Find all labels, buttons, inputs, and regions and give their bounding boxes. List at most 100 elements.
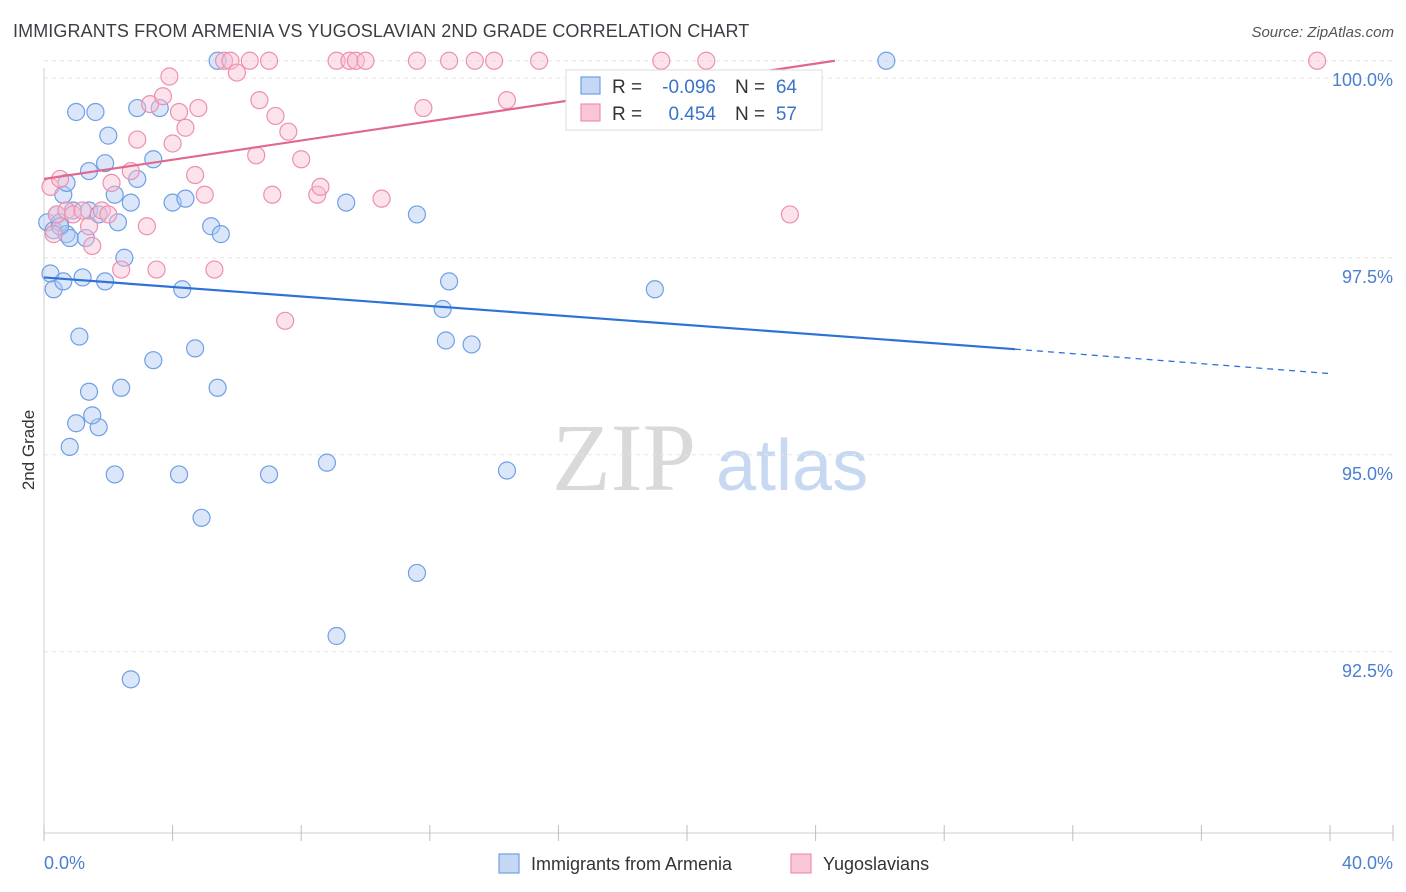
point-armenia (54, 272, 73, 291)
point-armenia (79, 382, 99, 401)
point-yugoslavians (439, 51, 459, 70)
point-yugoslavians (259, 51, 279, 70)
trend-line-armenia (43, 276, 1016, 351)
point-yugoslavians (102, 173, 121, 192)
point-armenia (105, 465, 124, 484)
point-armenia (208, 51, 227, 70)
point-armenia (337, 193, 356, 212)
point-yugoslavians (485, 51, 504, 70)
source-credit: Source: ZipAtlas.com (1251, 24, 1394, 41)
stats-n-label-pink: N = (735, 104, 765, 125)
point-yugoslavians (163, 134, 182, 153)
point-yugoslavians (340, 51, 359, 70)
point-armenia (105, 185, 124, 204)
point-armenia (439, 272, 459, 291)
point-yugoslavians (327, 51, 346, 70)
point-yugoslavians (292, 150, 311, 169)
stats-r-label-blue: R = (612, 77, 642, 98)
point-armenia (115, 248, 134, 267)
point-yugoslavians (279, 122, 298, 141)
legend-label-armenia: Immigrants from Armenia (531, 854, 733, 874)
legend: Immigrants from Armenia Yugoslavians (498, 853, 929, 874)
y-tick-label: 95.0% (1342, 464, 1393, 484)
point-yugoslavians (652, 51, 671, 70)
point-yugoslavians (137, 217, 156, 236)
stats-n-label-blue: N = (735, 77, 765, 98)
point-yugoslavians (530, 51, 549, 70)
point-yugoslavians (79, 217, 99, 236)
y-tick-label: 100.0% (1332, 70, 1393, 90)
point-yugoslavians (189, 98, 208, 118)
stats-swatch-blue (580, 76, 601, 95)
stats-box: R = -0.096 N = 64 R = 0.454 N = 57 (565, 69, 823, 131)
point-yugoslavians (47, 205, 66, 224)
point-armenia (407, 563, 427, 583)
trend-line-armenia-extension (1014, 348, 1331, 375)
point-armenia (121, 670, 140, 689)
point-armenia (86, 102, 105, 122)
point-armenia (186, 339, 205, 358)
x-tick-label-max: 40.0% (1342, 853, 1393, 873)
point-yugoslavians (128, 130, 147, 149)
x-tick-label-min: 0.0% (44, 853, 85, 873)
data-points (38, 51, 1327, 689)
point-yugoslavians (147, 260, 166, 279)
point-yugoslavians (169, 102, 189, 122)
point-armenia (150, 98, 169, 118)
chart-title: IMMIGRANTS FROM ARMENIA VS YUGOSLAVIAN 2… (13, 21, 750, 41)
point-armenia (60, 437, 79, 456)
point-armenia (407, 205, 427, 224)
point-armenia (99, 126, 118, 145)
point-yugoslavians (263, 185, 282, 204)
point-armenia (121, 193, 140, 212)
point-yugoslavians (205, 260, 224, 279)
stats-n-value-blue: 64 (776, 77, 798, 98)
point-armenia (211, 225, 230, 244)
point-yugoslavians (50, 169, 70, 189)
point-yugoslavians (240, 51, 259, 70)
watermark-atlas: atlas (716, 426, 868, 506)
point-yugoslavians (407, 51, 427, 70)
point-yugoslavians (160, 67, 179, 86)
point-yugoslavians (1308, 51, 1327, 70)
point-yugoslavians (414, 98, 433, 118)
point-armenia (259, 465, 279, 484)
point-yugoslavians (346, 51, 365, 70)
point-yugoslavians (266, 106, 285, 126)
point-yugoslavians (276, 311, 295, 330)
point-armenia (144, 351, 163, 370)
point-yugoslavians (186, 165, 205, 185)
point-yugoslavians (465, 51, 484, 70)
legend-swatch-yugoslavians (790, 853, 812, 874)
point-armenia (73, 268, 92, 287)
legend-swatch-armenia (498, 853, 520, 874)
point-armenia (95, 154, 115, 173)
point-yugoslavians (99, 205, 118, 224)
point-yugoslavians (356, 51, 375, 70)
point-yugoslavians (247, 146, 266, 165)
point-yugoslavians (44, 225, 63, 244)
point-yugoslavians (214, 51, 234, 70)
stats-r-label-pink: R = (612, 104, 642, 125)
point-yugoslavians (497, 91, 517, 110)
point-armenia (89, 418, 108, 437)
point-armenia (67, 414, 86, 433)
stats-n-value-pink: 57 (776, 104, 797, 125)
point-yugoslavians (83, 236, 102, 256)
point-armenia (877, 51, 896, 70)
y-axis-label: 2nd Grade (19, 410, 38, 490)
point-armenia (327, 626, 346, 646)
point-yugoslavians (780, 205, 799, 224)
point-yugoslavians (176, 118, 195, 137)
point-armenia (70, 327, 89, 346)
point-yugoslavians (63, 205, 83, 224)
point-armenia (462, 335, 481, 354)
y-tick-label: 97.5% (1342, 267, 1393, 287)
y-tick-label: 92.5% (1342, 661, 1393, 681)
point-armenia (112, 378, 131, 397)
point-yugoslavians (195, 185, 214, 204)
point-yugoslavians (250, 91, 269, 110)
x-ticks (43, 825, 1394, 841)
point-armenia (208, 378, 227, 397)
stats-swatch-pink (580, 103, 601, 122)
